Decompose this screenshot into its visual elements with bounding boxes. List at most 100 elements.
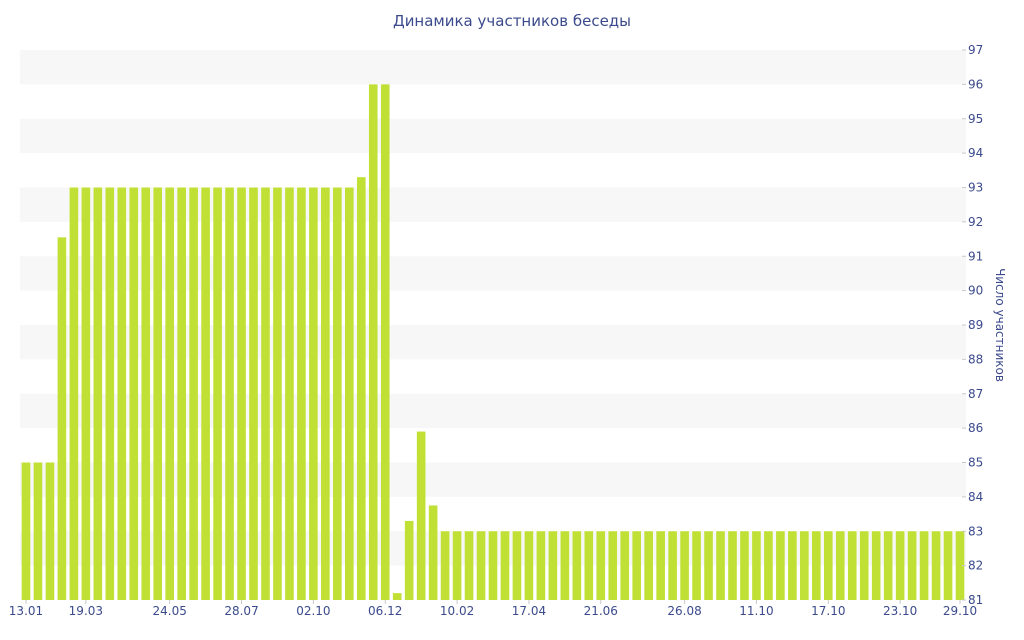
bar[interactable] xyxy=(859,531,869,600)
bar[interactable] xyxy=(716,531,725,600)
bar[interactable] xyxy=(69,187,79,601)
bar[interactable] xyxy=(704,531,713,600)
bar[interactable] xyxy=(512,531,522,600)
bar[interactable] xyxy=(728,531,737,600)
bar[interactable] xyxy=(404,520,414,600)
bar[interactable] xyxy=(225,187,234,601)
bar[interactable] xyxy=(548,531,558,600)
bar[interactable] xyxy=(835,531,845,600)
bar[interactable] xyxy=(45,462,55,601)
bar[interactable] xyxy=(117,187,127,601)
bar[interactable] xyxy=(440,531,450,600)
bar[interactable] xyxy=(620,531,630,600)
bars-group xyxy=(21,84,965,601)
bar[interactable] xyxy=(416,431,426,600)
bar[interactable] xyxy=(333,187,342,601)
x-tick-label: 21.06 xyxy=(584,604,618,618)
bar[interactable] xyxy=(596,531,606,600)
bar[interactable] xyxy=(392,593,402,600)
bar[interactable] xyxy=(285,187,294,601)
bar[interactable] xyxy=(740,531,749,600)
bar[interactable] xyxy=(871,531,881,600)
bar[interactable] xyxy=(93,187,103,601)
bar[interactable] xyxy=(572,531,582,600)
bar[interactable] xyxy=(380,84,390,600)
x-tick-label: 28.07 xyxy=(224,604,258,618)
y-tick-label: 92 xyxy=(968,215,983,229)
bar[interactable] xyxy=(812,531,821,600)
bar[interactable] xyxy=(297,187,306,601)
bar[interactable] xyxy=(153,187,163,601)
y-tick-label: 89 xyxy=(968,318,983,332)
bar[interactable] xyxy=(752,531,761,600)
bar[interactable] xyxy=(919,531,929,600)
y-tick-label: 81 xyxy=(968,593,983,607)
bar[interactable] xyxy=(129,187,139,601)
x-tick-label: 17.10 xyxy=(811,604,845,618)
bar[interactable] xyxy=(644,531,653,600)
bar[interactable] xyxy=(955,531,965,600)
bar[interactable] xyxy=(931,531,941,600)
bar[interactable] xyxy=(788,531,797,600)
bar[interactable] xyxy=(81,187,91,601)
bar[interactable] xyxy=(907,531,917,600)
bar[interactable] xyxy=(800,531,809,600)
bar[interactable] xyxy=(883,531,893,600)
bar[interactable] xyxy=(165,187,174,601)
y-axis-title: Число участников xyxy=(993,268,1007,382)
bar[interactable] xyxy=(105,187,115,601)
bar[interactable] xyxy=(213,187,222,601)
bar[interactable] xyxy=(476,531,486,600)
bar[interactable] xyxy=(21,462,31,601)
bar[interactable] xyxy=(57,237,67,600)
y-tick-label: 83 xyxy=(968,524,983,538)
x-tick-label: 23.10 xyxy=(883,604,917,618)
y-tick-label: 94 xyxy=(968,146,983,160)
bar[interactable] xyxy=(249,187,258,601)
bar[interactable] xyxy=(608,531,618,600)
bar[interactable] xyxy=(261,187,270,601)
bar[interactable] xyxy=(201,187,210,601)
y-axis-ticks: 81 82 83 84 85 86 87 88 89 90 91 92 93 94 95 96 97 xyxy=(962,43,983,607)
bar[interactable] xyxy=(536,531,546,600)
x-tick-label: 24.05 xyxy=(153,604,187,618)
y-tick-label: 87 xyxy=(968,387,983,401)
bar[interactable] xyxy=(632,531,642,600)
bar[interactable] xyxy=(177,187,186,601)
bar[interactable] xyxy=(560,531,570,600)
bar[interactable] xyxy=(776,531,785,600)
bar[interactable] xyxy=(692,531,701,600)
bar[interactable] xyxy=(309,187,318,601)
bar[interactable] xyxy=(356,177,366,600)
bar[interactable] xyxy=(524,531,534,600)
bar[interactable] xyxy=(368,84,378,600)
bar[interactable] xyxy=(344,187,354,601)
bar[interactable] xyxy=(656,531,665,600)
bar[interactable] xyxy=(452,531,462,600)
y-tick-label: 90 xyxy=(968,284,983,298)
bar[interactable] xyxy=(584,531,594,600)
x-tick-label: 29.10 xyxy=(943,604,977,618)
bar[interactable] xyxy=(428,505,438,600)
x-tick-label: 02.10 xyxy=(296,604,330,618)
bar[interactable] xyxy=(847,531,857,600)
bar[interactable] xyxy=(680,531,689,600)
x-tick-label: 26.08 xyxy=(667,604,701,618)
chart-title: Динамика участников беседы xyxy=(392,12,632,30)
bar[interactable] xyxy=(823,531,833,600)
bar[interactable] xyxy=(668,531,677,600)
bar[interactable] xyxy=(500,531,510,600)
bar[interactable] xyxy=(321,187,330,601)
bar[interactable] xyxy=(943,531,953,600)
y-tick-label: 95 xyxy=(968,112,983,126)
bar[interactable] xyxy=(33,462,43,601)
bar[interactable] xyxy=(895,531,905,600)
bar[interactable] xyxy=(189,187,198,601)
bar[interactable] xyxy=(488,531,498,600)
bar[interactable] xyxy=(273,187,282,601)
bar[interactable] xyxy=(237,187,246,601)
bar[interactable] xyxy=(764,531,773,600)
bar[interactable] xyxy=(464,531,474,600)
bar[interactable] xyxy=(141,187,151,601)
